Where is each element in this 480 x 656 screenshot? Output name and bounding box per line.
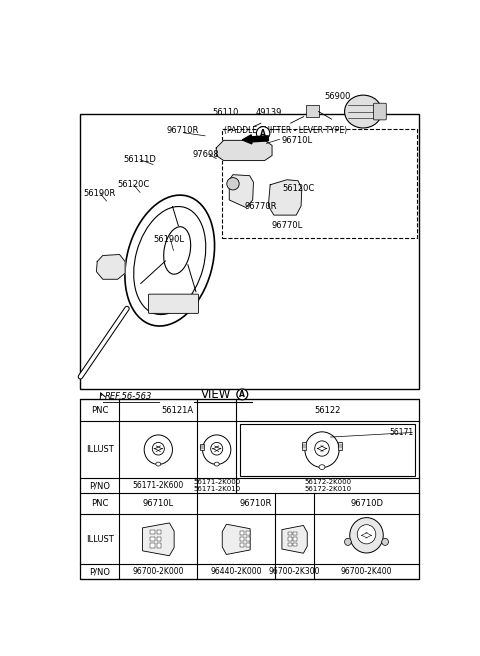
Polygon shape [143,523,174,556]
Polygon shape [282,525,307,553]
Text: 96440-2K000: 96440-2K000 [210,567,262,576]
Bar [293,537,297,541]
Bar [150,543,155,548]
Bar [288,543,291,546]
Text: P/NO: P/NO [89,567,110,576]
Text: 56120C: 56120C [118,180,150,190]
Text: A: A [240,390,245,399]
Text: (PADDLE SHIFTER - LEVER TYPE): (PADDLE SHIFTER - LEVER TYPE) [224,126,347,135]
Text: 56110: 56110 [213,108,239,117]
Bar [301,442,306,450]
Text: 56172-2K000
56172-2K010: 56172-2K000 56172-2K010 [304,479,351,492]
Ellipse shape [164,227,191,274]
Text: 96700-2K400: 96700-2K400 [341,567,392,576]
Bar [246,537,250,541]
Bar [240,531,244,535]
Bar [337,442,342,450]
Circle shape [227,178,239,190]
Text: 56171: 56171 [389,428,413,436]
Bar [157,543,161,548]
Ellipse shape [214,462,219,466]
Polygon shape [216,140,272,161]
Bar [150,537,155,541]
Text: PNC: PNC [91,405,108,415]
Bar [240,537,244,541]
Text: 96710L: 96710L [143,499,174,508]
Polygon shape [222,524,250,554]
Text: ILLUST: ILLUST [86,535,114,544]
Ellipse shape [315,441,329,456]
Bar [293,543,297,546]
Text: A: A [260,129,266,138]
Ellipse shape [211,442,223,455]
FancyBboxPatch shape [373,103,386,120]
Ellipse shape [319,464,325,470]
Text: 96700-2K300: 96700-2K300 [269,567,320,576]
Ellipse shape [345,95,382,128]
Polygon shape [96,255,125,279]
Text: 56120C: 56120C [282,184,314,194]
Ellipse shape [305,432,339,468]
Text: 56190L: 56190L [153,235,184,244]
Text: 56900: 56900 [324,92,350,101]
Bar [222,129,417,238]
Bar [157,537,161,541]
Ellipse shape [345,539,351,545]
Bar [200,443,204,450]
Text: 96710L: 96710L [281,136,312,146]
Ellipse shape [152,442,164,455]
Bar [240,543,244,547]
Text: 96770L: 96770L [271,220,302,230]
Text: P/NO: P/NO [89,481,110,490]
Ellipse shape [144,435,172,464]
Text: 56171-2K600: 56171-2K600 [132,481,184,490]
FancyBboxPatch shape [148,294,198,314]
Text: 56121A: 56121A [162,405,194,415]
Ellipse shape [203,435,231,464]
Text: 56171-2K000
56171-2K010: 56171-2K000 56171-2K010 [193,479,240,492]
Circle shape [237,389,248,400]
Text: 97698: 97698 [192,150,219,159]
Ellipse shape [382,539,388,545]
Bar [81,400,419,579]
Text: 56190R: 56190R [83,189,115,198]
Ellipse shape [125,195,215,326]
Text: PNC: PNC [91,499,108,508]
Bar [288,531,291,535]
Bar [293,531,297,535]
Bar [246,531,250,535]
Polygon shape [268,180,302,215]
Text: VIEW: VIEW [201,388,231,401]
Bar [81,114,419,390]
Polygon shape [229,174,253,207]
Text: 56122: 56122 [314,405,341,415]
Ellipse shape [134,207,206,315]
Bar [157,530,161,535]
Text: 49139: 49139 [255,108,282,117]
Bar [246,543,250,547]
Text: 96710R: 96710R [166,126,198,135]
Text: 96770R: 96770R [244,201,276,211]
Circle shape [256,127,270,140]
Ellipse shape [357,525,376,544]
Bar [288,537,291,541]
Bar [240,424,415,476]
Ellipse shape [350,518,383,553]
Text: 96710D: 96710D [350,499,383,508]
Text: 96710R: 96710R [240,499,272,508]
Text: ILLUST: ILLUST [86,445,114,454]
Ellipse shape [156,462,161,466]
Bar [150,530,155,535]
Text: 56111D: 56111D [123,155,156,164]
Text: REF.56-563: REF.56-563 [105,392,152,401]
Text: 96700-2K000: 96700-2K000 [132,567,184,576]
Bar [305,106,319,117]
FancyArrow shape [242,134,268,144]
